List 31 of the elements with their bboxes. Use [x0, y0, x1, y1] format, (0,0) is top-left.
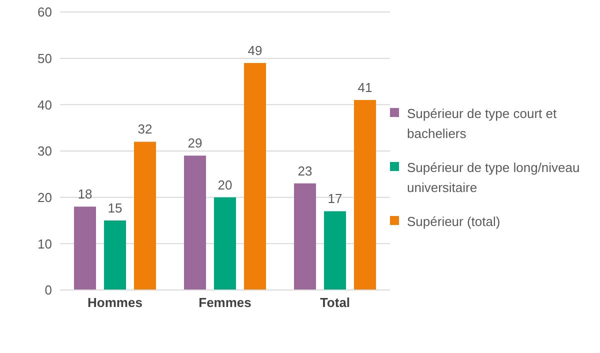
x-tick-label: Hommes — [88, 295, 142, 310]
data-label: 23 — [298, 163, 312, 178]
data-label: 41 — [358, 80, 372, 96]
bar — [244, 62, 266, 290]
bar — [184, 156, 206, 290]
data-label: 18 — [78, 186, 92, 202]
data-label: 32 — [138, 122, 152, 137]
legend-label: Supérieur de type long/niveau universitaire — [407, 159, 580, 197]
y-tick-label: 30 — [38, 144, 52, 159]
y-tick-label: 40 — [38, 97, 52, 112]
bar — [134, 142, 156, 290]
bar — [74, 206, 96, 290]
bar — [354, 100, 376, 290]
data-label: 20 — [218, 177, 232, 192]
legend-label: Supérieur de type court et bacheliers — [407, 105, 558, 143]
y-tick-label: 20 — [38, 190, 52, 205]
y-tick-label: 10 — [38, 236, 52, 252]
data-label: 17 — [328, 191, 342, 206]
y-tick-label: 50 — [38, 50, 52, 66]
y-tick-label: 0 — [44, 282, 52, 298]
x-tick-label: Femmes — [198, 295, 252, 310]
bar — [294, 183, 316, 290]
data-label: 49 — [248, 42, 262, 58]
bar — [324, 211, 346, 290]
bar — [104, 220, 126, 290]
legend-label: Supérieur (total) — [407, 213, 500, 231]
x-tick-label: Total — [320, 295, 350, 310]
y-tick-label: 60 — [38, 4, 52, 20]
bar — [214, 197, 236, 290]
data-label: 15 — [108, 200, 122, 216]
data-label: 29 — [188, 136, 202, 151]
